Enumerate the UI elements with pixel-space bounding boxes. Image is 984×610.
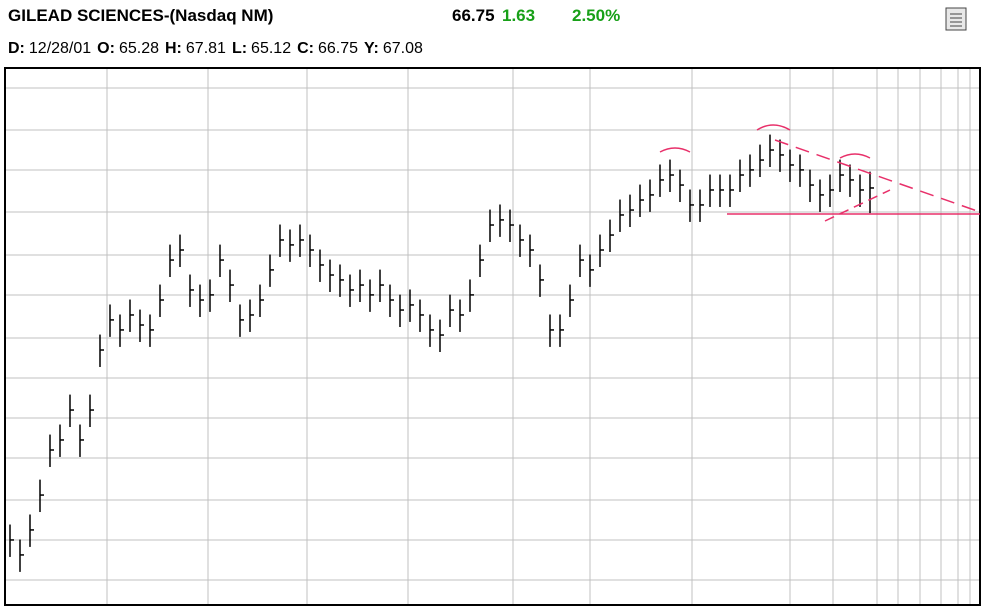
menu-icon[interactable] xyxy=(945,7,967,31)
plot-frame xyxy=(4,67,981,606)
title: GILEAD SCIENCES-(Nasdaq NM) xyxy=(8,6,274,25)
quote-label: C: xyxy=(297,40,314,57)
last-price: 66.75 xyxy=(452,6,495,25)
quote-label: L: xyxy=(231,40,248,57)
quote-value: 67.81 xyxy=(185,40,226,57)
quote-value: 66.75 xyxy=(317,40,359,57)
quote-value: 65.12 xyxy=(251,40,292,57)
quote-value: 65.28 xyxy=(118,40,159,57)
quote-label: O: xyxy=(97,40,115,57)
trendlines xyxy=(659,124,981,222)
price-bars xyxy=(9,134,874,572)
quote-label: Y: xyxy=(364,40,379,57)
change-pct: 2.50% xyxy=(572,6,621,25)
quote-label: H: xyxy=(165,40,182,57)
quote-label: D: xyxy=(8,40,25,57)
change: 1.63 xyxy=(502,6,536,25)
quote-value: 67.08 xyxy=(382,40,423,57)
quote-value: 12/28/01 xyxy=(28,40,92,57)
quote-row: D: 12/28/01 O: 65.28 H: 67.81 L: 65.12 C: 66.75 Y:… xyxy=(8,40,429,58)
